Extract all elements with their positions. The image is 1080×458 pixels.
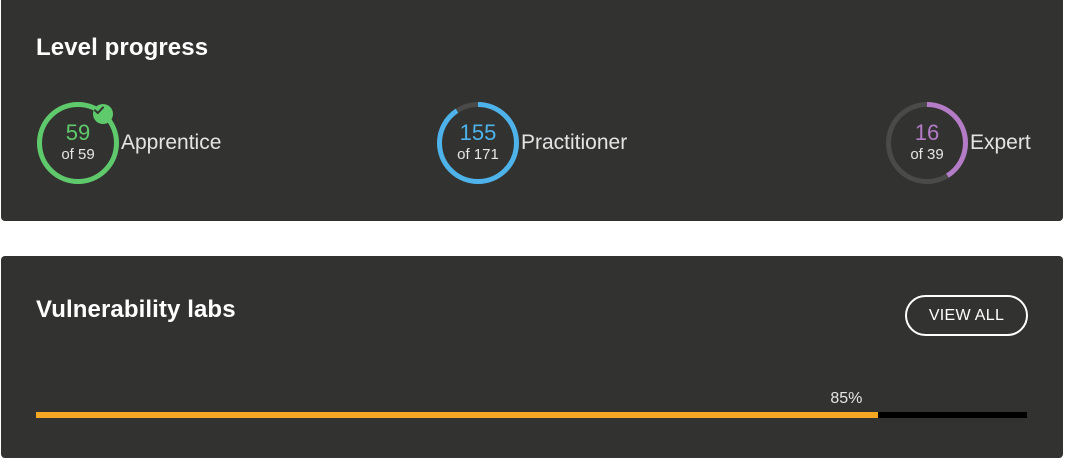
- practitioner-total: of 171: [457, 146, 499, 163]
- labs-progress-percent: 85%: [830, 390, 863, 407]
- level-expert[interactable]: 16 of 39 Expert: [885, 101, 1031, 185]
- view-all-button[interactable]: VIEW ALL: [905, 295, 1028, 336]
- level-apprentice[interactable]: 59 of 59 Apprentice: [36, 101, 221, 185]
- vulnerability-labs-card: Vulnerability labs VIEW ALL 85%: [1, 256, 1063, 458]
- level-practitioner[interactable]: 155 of 171 Practitioner: [436, 101, 627, 185]
- vulnerability-labs-title: Vulnerability labs: [36, 296, 236, 323]
- check-circle-icon: [93, 104, 113, 124]
- apprentice-total: of 59: [61, 146, 95, 163]
- practitioner-count: 155: [459, 120, 497, 145]
- practitioner-label: Practitioner: [521, 131, 628, 154]
- practitioner-progress-ring: 155 of 171: [436, 101, 520, 185]
- expert-label: Expert: [970, 131, 1031, 154]
- labs-progress-fill: [36, 412, 879, 418]
- level-progress-title: Level progress: [36, 34, 209, 61]
- expert-progress-ring: 16 of 39: [885, 101, 969, 185]
- labs-progress-track: [36, 412, 1027, 418]
- expert-count: 16: [914, 120, 940, 145]
- expert-total: of 39: [910, 146, 944, 163]
- apprentice-progress-ring: 59 of 59: [36, 101, 120, 185]
- level-progress-card: Level progress 59 of 59 Apprentice: [1, 0, 1063, 221]
- apprentice-label: Apprentice: [121, 131, 222, 154]
- apprentice-count: 59: [65, 120, 91, 145]
